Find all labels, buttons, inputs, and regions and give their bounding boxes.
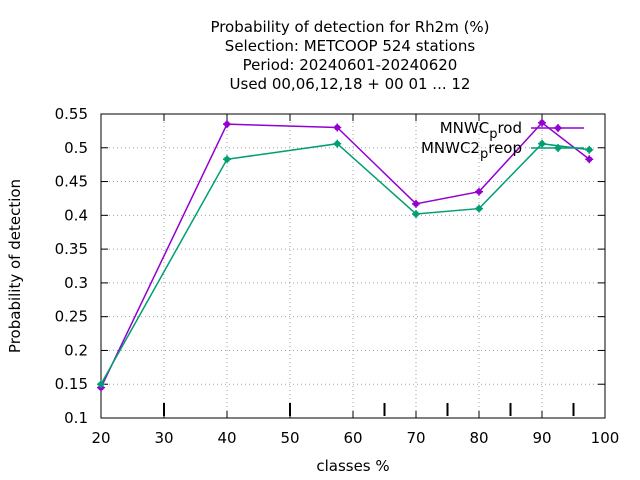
y-tick-label: 0.55 [55,105,88,123]
legend-label: MNWCprod [440,119,522,142]
x-tick-label: 40 [217,429,236,447]
series-line [100,142,590,385]
legend-label: MNWC2preop [421,139,522,162]
y-tick-label: 0.4 [64,206,88,224]
data-point [97,380,105,389]
y-tick-label: 0.1 [64,409,88,427]
data-point [554,144,562,152]
y-tick-label: 0.5 [64,139,88,157]
series-MNWC2_preop [97,139,594,389]
y-tick-label: 0.25 [55,308,88,326]
bottom-tick-marks [163,403,575,416]
x-tick-label: 60 [343,429,362,447]
data-point [333,139,342,148]
data-point [412,209,420,218]
x-tick-label: 90 [532,429,551,447]
data-point [538,139,546,148]
data-point [538,118,546,127]
y-tick-label: 0.45 [55,173,88,191]
x-axis-label: classes % [316,457,389,475]
x-tick-label: 70 [406,429,425,447]
series-MNWC_prod [97,118,594,392]
title-line: Used 00,06,12,18 + 00 01 ... 12 [230,75,471,93]
data-point [223,155,231,164]
x-tick-label: 30 [154,429,173,447]
title-line: Selection: METCOOP 524 stations [225,37,476,55]
y-tick-label: 0.15 [55,375,88,393]
x-tick-label: 50 [280,429,299,447]
legend-entry: MNWCprod [440,119,584,142]
y-axis-ticks: 0.1 0.15 0.2 0.25 0.3 0.35 0.4 0.45 0.5 0.55 [55,105,605,427]
legend-entry: MNWC2preop [421,139,584,162]
data-point [333,123,342,132]
data-point [223,120,231,129]
series [97,118,594,392]
y-axis-label: Probability of detection [6,179,24,353]
data-point [475,204,483,213]
title-line: Probability of detection for Rh2m (%) [210,18,489,36]
data-point [554,124,562,132]
y-tick-label: 0.3 [64,274,88,292]
title-line: Period: 20240601-20240620 [243,56,458,74]
grid [101,114,605,418]
series-line [100,121,590,388]
x-tick-label: 100 [591,429,620,447]
x-axis-ticks: 20 30 40 50 60 70 80 90 100 [91,114,619,447]
data-point [585,145,594,154]
x-tick-label: 80 [469,429,488,447]
chart-title: Probability of detection for Rh2m (%)Sel… [210,18,489,93]
x-tick-label: 20 [91,429,110,447]
data-point [475,187,483,196]
data-point [412,199,420,208]
y-tick-label: 0.35 [55,240,88,258]
y-tick-label: 0.2 [64,341,88,359]
data-point [585,155,594,164]
